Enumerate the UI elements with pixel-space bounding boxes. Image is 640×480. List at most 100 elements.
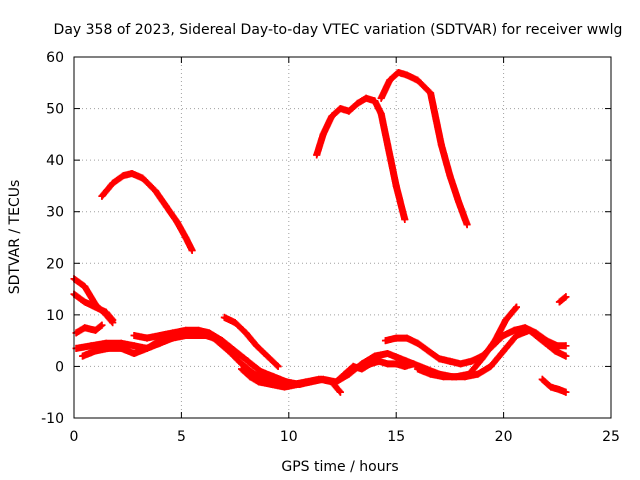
data-point (478, 355, 486, 363)
data-point (345, 370, 353, 378)
data-point (313, 151, 321, 159)
y-axis-label: SDTVAR / TECUs (7, 180, 23, 295)
data-point (414, 339, 422, 347)
data-points (70, 68, 570, 396)
y-tick-label: 40 (46, 153, 64, 169)
y-tick-label: 60 (46, 50, 64, 66)
x-axis-label: GPS time / hours (281, 459, 398, 475)
data-point (268, 380, 276, 388)
series-arc-high-2 (313, 94, 409, 223)
data-point (205, 329, 213, 337)
data-point (81, 324, 89, 332)
data-point (452, 373, 460, 381)
data-point (562, 342, 570, 350)
data-point (487, 362, 495, 370)
data-point (242, 329, 250, 337)
data-point (91, 347, 99, 355)
data-point (143, 334, 151, 342)
data-point (553, 342, 561, 350)
data-point (91, 303, 99, 311)
data-point (454, 197, 462, 205)
data-point (427, 89, 435, 97)
data-point (102, 308, 110, 316)
x-tick-label: 15 (387, 429, 405, 445)
series-low-3 (72, 321, 106, 337)
data-point (98, 192, 106, 200)
data-point (156, 331, 164, 339)
series-low-7 (220, 313, 282, 370)
data-point (500, 347, 508, 355)
y-tick-label: 10 (46, 308, 64, 324)
data-point (257, 368, 265, 376)
y-tick-label: 20 (46, 256, 64, 272)
data-point (414, 365, 422, 373)
data-point (409, 360, 417, 368)
marker-trail (555, 293, 570, 306)
data-point (188, 246, 196, 254)
data-point (377, 110, 385, 118)
data-point (81, 282, 89, 290)
x-tick-label: 10 (280, 429, 298, 445)
marker-trail (72, 321, 106, 337)
data-point (394, 68, 402, 76)
data-point (532, 329, 540, 337)
data-point (162, 203, 170, 211)
data-point (386, 76, 394, 84)
data-point (381, 337, 389, 345)
data-point (562, 388, 570, 396)
data-point (510, 326, 518, 334)
data-point (403, 71, 411, 79)
data-point (521, 324, 529, 332)
x-tick-label: 25 (602, 429, 620, 445)
series-low-9 (332, 326, 570, 386)
data-point (401, 215, 409, 223)
data-point (384, 360, 392, 368)
data-point (446, 357, 454, 365)
data-point (220, 313, 228, 321)
series-low-10 (381, 324, 570, 368)
data-point (319, 130, 327, 138)
data-point (293, 380, 301, 388)
series-arc-high-1 (98, 170, 196, 254)
series-low-12 (538, 375, 570, 396)
data-point (109, 179, 117, 187)
data-point (491, 337, 499, 345)
data-point (543, 337, 551, 345)
series-low-6 (130, 326, 344, 396)
data-point (396, 355, 404, 363)
data-point (336, 388, 344, 396)
data-point (551, 347, 559, 355)
data-point (354, 99, 362, 107)
x-tick-label: 5 (177, 429, 186, 445)
data-point (328, 112, 336, 120)
data-point (130, 342, 138, 350)
data-point (173, 218, 181, 226)
data-point (306, 378, 314, 386)
data-point (119, 172, 127, 180)
data-point (538, 375, 546, 383)
data-point (182, 234, 190, 241)
data-point (392, 334, 400, 342)
data-point (104, 344, 112, 352)
data-point (401, 362, 409, 370)
data-point (169, 329, 177, 337)
data-point (98, 321, 106, 329)
data-point (384, 141, 392, 149)
data-point (244, 357, 252, 365)
data-point (195, 326, 203, 334)
data-point (109, 316, 117, 324)
data-point (253, 342, 261, 350)
data-point (474, 370, 482, 378)
data-point (377, 94, 385, 102)
data-point (562, 293, 570, 301)
data-point (152, 187, 160, 195)
marker-trail (313, 94, 409, 223)
x-tick-label: 0 (70, 429, 79, 445)
data-point (424, 347, 432, 355)
data-point (371, 352, 379, 360)
data-point (463, 221, 471, 229)
data-point (439, 373, 447, 381)
y-tick-label: 50 (46, 102, 64, 118)
axis-ticks: 0 5 10 15 20 25 -10 0 10 20 30 40 50 60 (41, 50, 620, 445)
